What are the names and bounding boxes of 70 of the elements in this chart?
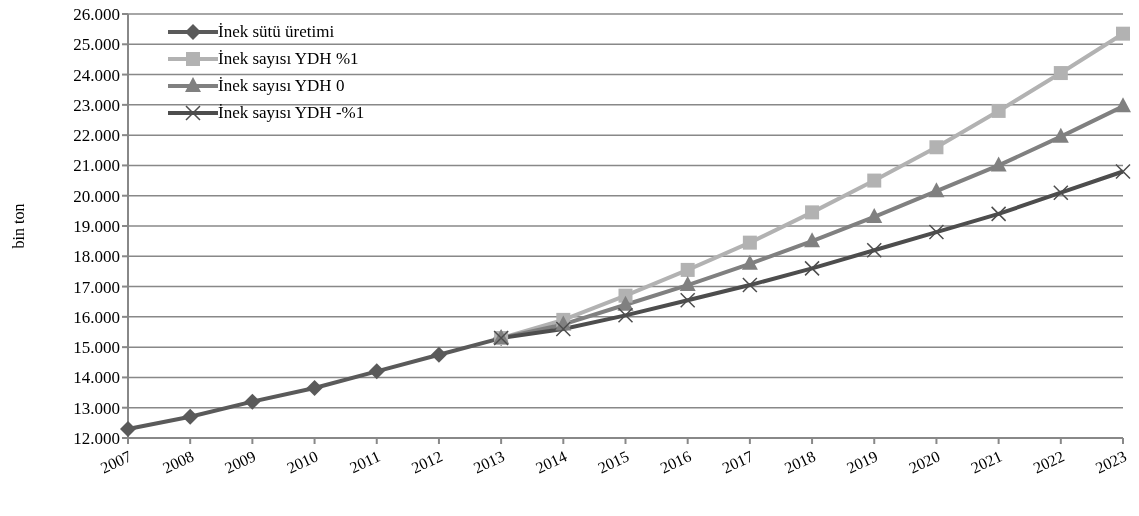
point xyxy=(1052,127,1069,143)
x-tick-label: 2023 xyxy=(1092,447,1129,477)
y-tick-label: 20.000 xyxy=(73,186,120,206)
point xyxy=(929,140,944,155)
point xyxy=(990,156,1007,172)
point xyxy=(1115,163,1131,180)
x-tick-label: 2017 xyxy=(719,447,756,477)
point xyxy=(990,206,1007,222)
y-tick-label: 23.000 xyxy=(73,95,120,115)
point xyxy=(866,207,883,223)
y-tick-label: 25.000 xyxy=(73,35,120,55)
y-tick-label: 13.000 xyxy=(73,398,120,418)
point xyxy=(742,277,758,293)
legend-label: İnek sütü üretimi xyxy=(218,21,335,42)
y-tick-label: 18.000 xyxy=(73,247,120,267)
y-tick-label: 21.000 xyxy=(73,156,120,176)
point xyxy=(617,295,634,311)
x-tick-label: 2014 xyxy=(533,447,570,477)
x-tick-label: 2021 xyxy=(968,447,1005,477)
y-tick-label: 14.000 xyxy=(73,368,120,388)
x-tick-label: 2012 xyxy=(408,447,445,477)
point xyxy=(1053,66,1068,81)
y-tick-label: 17.000 xyxy=(73,277,120,297)
x-tick-label: 2010 xyxy=(284,447,321,477)
point xyxy=(804,232,821,248)
point xyxy=(679,292,696,308)
y-tick-label: 15.000 xyxy=(73,338,120,358)
x-tick-label: 2022 xyxy=(1030,447,1067,477)
x-tick-label: 2018 xyxy=(781,447,819,477)
y-tick-label: 16.000 xyxy=(73,307,120,327)
x-tick-label: 2019 xyxy=(844,447,881,477)
x-tick-label: 2015 xyxy=(595,447,632,477)
point xyxy=(430,346,447,363)
point xyxy=(805,205,820,220)
legend-label: İnek sayısı YDH 0 xyxy=(218,75,345,96)
point xyxy=(928,224,945,240)
point xyxy=(867,173,882,188)
point xyxy=(182,408,199,425)
legend-label: İnek sayısı YDH %1 xyxy=(218,48,359,69)
point xyxy=(741,254,758,270)
point xyxy=(306,380,323,397)
point xyxy=(680,262,695,277)
point xyxy=(804,260,820,277)
point xyxy=(679,276,696,292)
x-tick-label: 2020 xyxy=(906,447,943,477)
y-tick-label: 26.000 xyxy=(73,5,120,25)
point xyxy=(1053,184,1069,201)
y-tick-label: 19.000 xyxy=(73,217,120,237)
y-tick-label: 12.000 xyxy=(73,429,120,449)
point xyxy=(120,420,136,437)
point xyxy=(928,182,945,198)
y-tick-label: 24.000 xyxy=(73,65,120,85)
legend-label: İnek sayısı YDH -%1 xyxy=(218,102,365,123)
point xyxy=(244,393,261,410)
x-tick-label: 2013 xyxy=(470,447,508,477)
point xyxy=(617,307,634,324)
point xyxy=(1115,97,1131,113)
point xyxy=(1116,26,1130,41)
y-axis-title: bin ton xyxy=(9,203,27,249)
x-tick-label: 2007 xyxy=(97,447,134,477)
point xyxy=(991,103,1006,118)
point xyxy=(368,363,385,380)
x-tick-label: 2016 xyxy=(657,447,694,477)
point xyxy=(742,235,757,250)
point xyxy=(555,321,572,337)
x-tick-label: 2008 xyxy=(160,447,197,477)
x-tick-label: 2011 xyxy=(347,447,383,477)
x-tick-label: 2009 xyxy=(222,447,259,477)
y-tick-label: 22.000 xyxy=(73,126,120,146)
point xyxy=(866,242,882,258)
